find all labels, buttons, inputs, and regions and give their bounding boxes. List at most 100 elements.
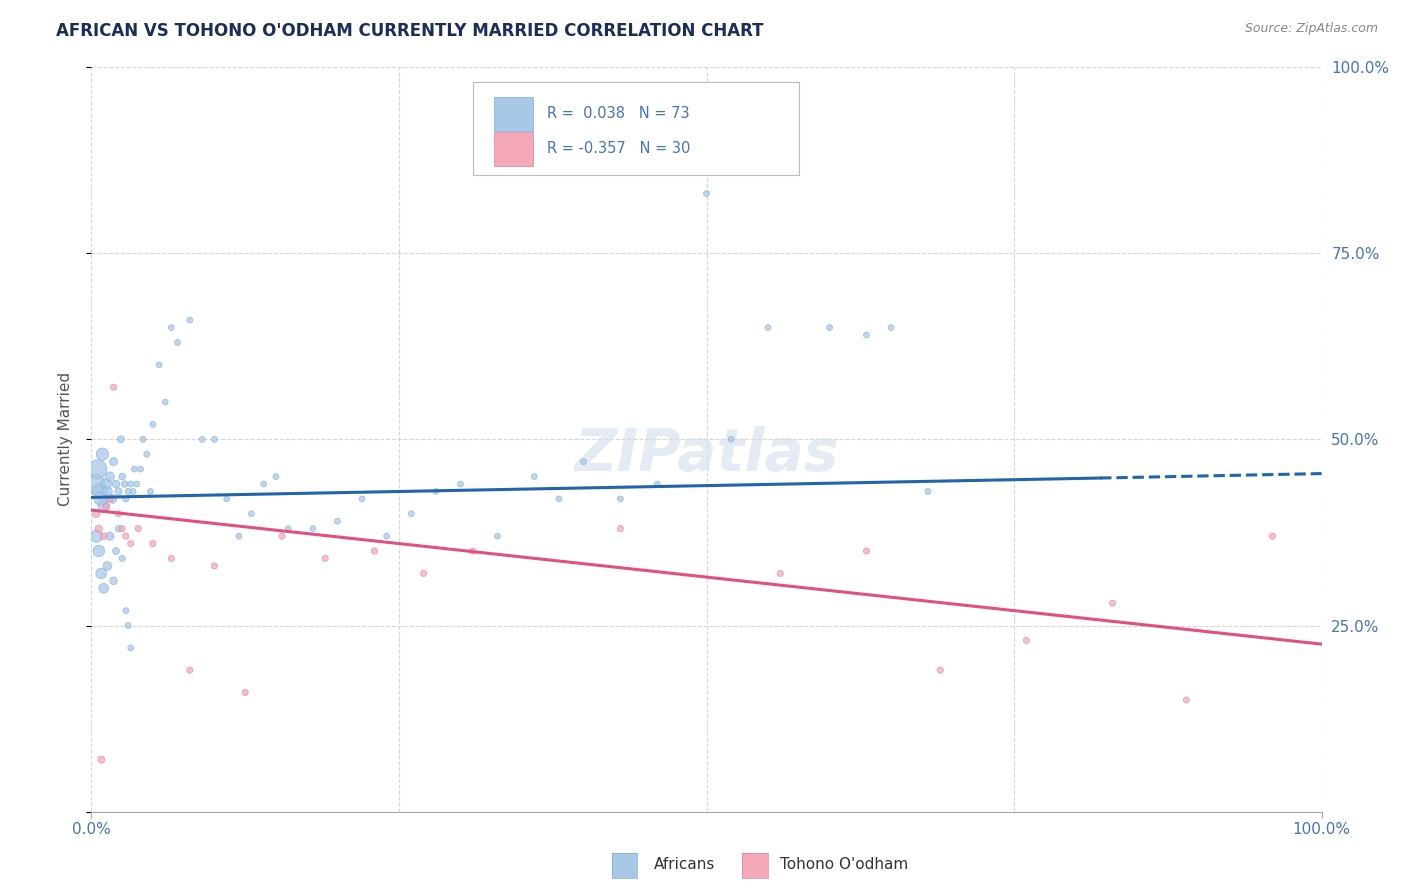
Point: [91, 447, 114, 461]
Point: [125, 477, 148, 491]
Text: Tohono O'odham: Tohono O'odham: [780, 857, 908, 872]
Point: [93, 529, 115, 543]
Point: [412, 566, 434, 581]
Point: [202, 558, 225, 573]
Point: [695, 186, 717, 201]
Point: [917, 484, 939, 499]
Point: [114, 604, 138, 618]
Point: [96, 500, 117, 514]
Point: [253, 477, 276, 491]
Point: [1175, 693, 1198, 707]
Point: [86, 507, 108, 521]
Point: [127, 522, 149, 536]
Text: Africans: Africans: [654, 857, 716, 872]
Point: [240, 507, 263, 521]
Point: [103, 574, 125, 588]
Point: [103, 455, 125, 469]
Point: [645, 477, 669, 491]
Point: [96, 477, 117, 491]
Point: [90, 566, 112, 581]
Point: [96, 558, 118, 573]
Point: [179, 663, 201, 677]
Point: [105, 544, 127, 558]
Point: [132, 433, 155, 447]
Point: [153, 395, 177, 409]
Point: [107, 507, 129, 521]
Point: [124, 462, 146, 476]
Point: [87, 544, 110, 558]
Point: [93, 500, 115, 514]
Point: [1261, 529, 1284, 543]
Point: [769, 566, 792, 581]
Point: [86, 462, 108, 476]
Point: [228, 529, 250, 543]
Point: [202, 433, 225, 447]
Point: [461, 544, 484, 558]
Point: [107, 522, 129, 536]
Point: [314, 551, 336, 566]
Point: [120, 536, 142, 550]
Point: [756, 320, 779, 334]
Point: [609, 491, 631, 506]
Text: Source: ZipAtlas.com: Source: ZipAtlas.com: [1244, 22, 1378, 36]
Point: [1101, 596, 1123, 610]
Point: [142, 536, 165, 550]
Point: [84, 477, 107, 491]
Point: [191, 433, 214, 447]
Point: [90, 491, 112, 506]
Point: [449, 477, 471, 491]
Point: [160, 551, 183, 566]
Point: [855, 544, 877, 558]
Point: [179, 313, 201, 327]
Point: [117, 484, 139, 499]
Point: [114, 529, 138, 543]
Point: [120, 640, 142, 655]
Point: [264, 469, 287, 483]
Point: [111, 469, 134, 483]
Point: [352, 491, 374, 506]
Bar: [494, 132, 533, 166]
Point: [139, 484, 162, 499]
Point: [120, 477, 142, 491]
Point: [87, 522, 110, 536]
Point: [880, 320, 903, 334]
Bar: [494, 97, 533, 130]
Point: [142, 417, 165, 432]
Point: [301, 522, 323, 536]
Point: [107, 484, 129, 499]
Point: [111, 551, 134, 566]
Point: [111, 522, 134, 536]
Point: [86, 529, 108, 543]
Text: ZIPatlas: ZIPatlas: [574, 425, 839, 483]
Point: [166, 335, 188, 350]
Point: [98, 529, 121, 543]
Point: [93, 582, 115, 596]
Point: [129, 462, 152, 476]
Point: [117, 618, 139, 632]
Point: [98, 491, 121, 506]
Point: [363, 544, 385, 558]
Point: [572, 455, 595, 469]
Point: [720, 433, 742, 447]
Point: [326, 514, 349, 528]
Point: [547, 491, 569, 506]
Point: [89, 484, 111, 499]
FancyBboxPatch shape: [472, 82, 799, 175]
Point: [609, 522, 631, 536]
Text: AFRICAN VS TOHONO O'ODHAM CURRENTLY MARRIED CORRELATION CHART: AFRICAN VS TOHONO O'ODHAM CURRENTLY MARR…: [56, 22, 763, 40]
Point: [98, 469, 121, 483]
Point: [135, 447, 157, 461]
Point: [114, 491, 138, 506]
Point: [277, 522, 299, 536]
Point: [122, 484, 145, 499]
Point: [375, 529, 398, 543]
Text: R = -0.357   N = 30: R = -0.357 N = 30: [547, 141, 690, 156]
Point: [105, 477, 127, 491]
Point: [425, 484, 447, 499]
Point: [101, 491, 124, 506]
Point: [929, 663, 952, 677]
Point: [148, 358, 170, 372]
Point: [233, 685, 256, 699]
Point: [114, 477, 136, 491]
Y-axis label: Currently Married: Currently Married: [58, 372, 73, 507]
